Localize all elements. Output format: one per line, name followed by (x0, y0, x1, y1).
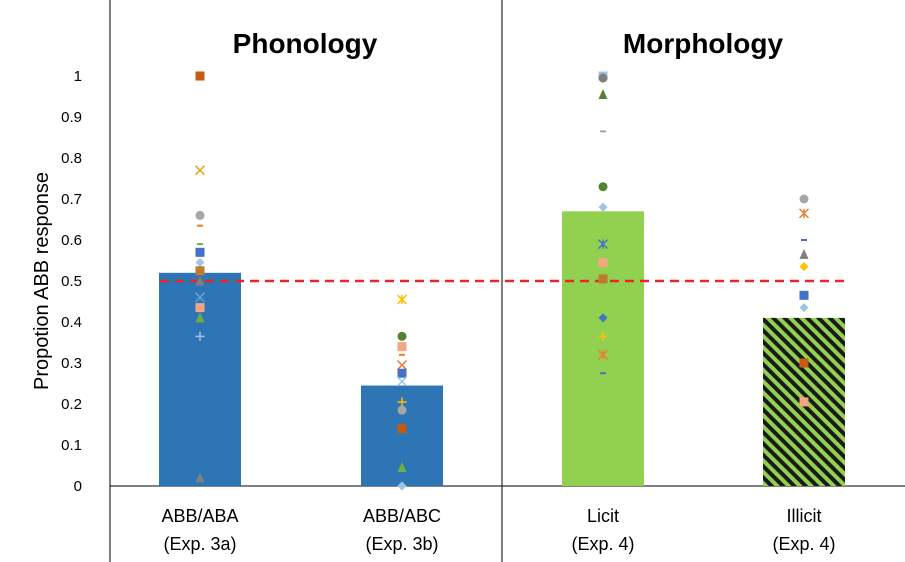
x-category-sublabel: (Exp. 4) (571, 534, 634, 554)
participant-point-0-9 (194, 292, 206, 303)
participant-point-2-5 (598, 202, 608, 212)
participant-point-0-5 (195, 247, 205, 257)
x-category-sublabel: (Exp. 3a) (163, 534, 236, 554)
participant-point-0-0 (195, 71, 205, 81)
x-category-sublabel: (Exp. 3b) (365, 534, 438, 554)
y-tick-label: 0 (74, 478, 82, 495)
participant-point-2-8 (598, 274, 608, 284)
y-tick-label: 1 (74, 68, 82, 85)
participant-point-0-12 (195, 331, 205, 341)
x-category-label: ABB/ABA (161, 506, 238, 526)
participant-point-3-8 (799, 397, 809, 407)
x-category-label: Licit (587, 506, 619, 526)
participant-point-1-4 (396, 360, 408, 371)
participant-point-1-5 (397, 368, 407, 378)
participant-point-0-7 (195, 266, 205, 276)
participant-point-2-11 (597, 349, 609, 360)
participant-point-2-2 (598, 88, 608, 99)
bar-2 (562, 211, 644, 487)
participant-point-2-9 (598, 313, 608, 323)
participant-point-3-5 (799, 290, 809, 300)
participant-point-3-6 (799, 303, 809, 313)
participant-point-0-1 (194, 165, 206, 176)
x-category-sublabel: (Exp. 4) (772, 534, 835, 554)
y-tick-label: 0.1 (61, 437, 82, 454)
participant-point-0-8 (195, 275, 205, 286)
y-tick-label: 0.8 (61, 150, 82, 167)
participant-point-1-11 (397, 481, 407, 491)
y-axis-title: Propotion ABB response (31, 172, 53, 390)
participant-point-1-2 (397, 342, 407, 352)
y-tick-label: 0.7 (61, 191, 82, 208)
participant-point-2-6 (597, 239, 609, 250)
participant-point-1-8 (397, 405, 407, 415)
y-tick-label: 0.3 (61, 355, 82, 372)
participant-point-1-1 (397, 331, 407, 341)
participant-point-3-3 (799, 248, 809, 259)
participant-point-0-6 (195, 258, 205, 268)
participant-point-2-1 (598, 73, 608, 83)
y-tick-label: 0.9 (61, 109, 82, 126)
participant-point-3-4 (799, 262, 809, 272)
participant-point-3-7 (799, 358, 809, 368)
participant-point-1-10 (397, 462, 407, 473)
participant-point-1-7 (397, 397, 407, 407)
labels-layer: 0 0.1 0.2 0.3 0.4 0.5 0.6 0.7 0.8 0.9 1 Propotion A… (31, 28, 836, 554)
y-tick-label: 0.2 (61, 396, 82, 413)
y-tick-label: 0.5 (61, 273, 82, 290)
participant-point-2-10 (598, 331, 608, 341)
y-tick-label: 0.4 (61, 314, 82, 331)
participant-point-3-1 (798, 208, 810, 219)
participant-point-1-9 (397, 424, 407, 434)
participant-point-3-0 (799, 194, 809, 204)
participant-point-0-10 (195, 303, 205, 313)
participant-points-layer (194, 71, 810, 491)
participant-point-1-6 (396, 376, 408, 387)
participant-point-0-2 (195, 210, 205, 220)
participant-point-0-13 (195, 472, 205, 483)
participant-point-2-7 (598, 258, 608, 268)
x-category-label: ABB/ABC (363, 506, 441, 526)
participant-point-2-4 (598, 182, 608, 192)
participant-point-1-0 (396, 294, 408, 305)
panel-title-phonology: Phonology (233, 28, 378, 59)
participant-point-0-11 (195, 312, 205, 323)
panel-title-morphology: Morphology (623, 28, 784, 59)
x-category-label: Illicit (787, 506, 822, 526)
y-tick-label: 0.6 (61, 232, 82, 249)
